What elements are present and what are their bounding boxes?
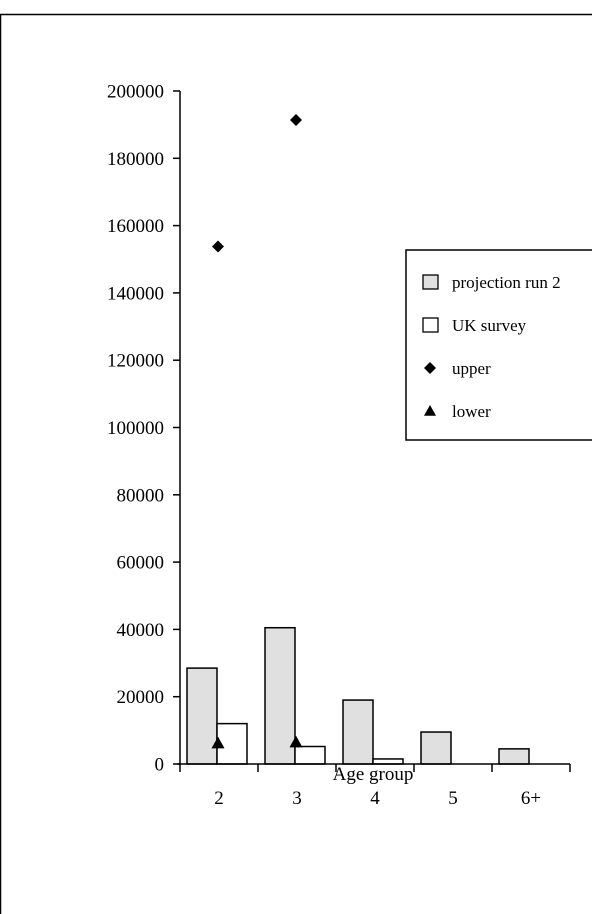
y-axis: 0 20000 40000 60000 80000 100000 120000 140000 1… [107, 82, 181, 776]
x-tick-label: 5 [448, 788, 458, 809]
bar [342, 699, 374, 765]
y-tick-label: 180000 [107, 149, 164, 170]
bar [186, 667, 218, 765]
y-tick-label: 140000 [107, 283, 164, 304]
plot-area [186, 113, 530, 765]
legend-items: projection run 2 UK survey upper lower [422, 273, 561, 421]
y-tick-label: 0 [155, 755, 165, 776]
legend-swatch [424, 362, 436, 374]
y-tick-label: 100000 [107, 418, 164, 439]
x-axis-title: Age group [333, 764, 414, 785]
triangle-marker [289, 735, 303, 748]
bar [498, 748, 530, 765]
legend: projection run 2 UK survey upper lower [405, 249, 592, 441]
triangle-marker [211, 736, 225, 749]
y-tick-label: 120000 [107, 351, 164, 372]
y-tick-label: 40000 [117, 620, 165, 641]
legend-label: upper [452, 359, 491, 378]
diamond-marker [290, 113, 302, 126]
chart-border [0, 13, 592, 914]
y-tick-label: 200000 [107, 82, 164, 103]
y-tick-label: 80000 [117, 485, 165, 506]
y-tick-label: 60000 [117, 553, 165, 574]
legend-label: projection run 2 [452, 273, 561, 292]
y-tick-label: 20000 [117, 687, 165, 708]
legend-label: UK survey [452, 316, 527, 335]
bar [264, 626, 296, 765]
legend-swatch [424, 405, 436, 416]
x-tick-label: 4 [370, 788, 380, 809]
x-tick-label: 3 [292, 788, 302, 809]
x-axis: 2 3 4 5 6+ [177, 763, 571, 809]
legend-label: lower [452, 402, 491, 421]
bar [294, 745, 326, 765]
diamond-marker [212, 240, 224, 253]
y-tick-label: 160000 [107, 216, 164, 237]
legend-swatch [422, 274, 439, 290]
legend-swatch [422, 317, 439, 333]
bar [420, 731, 452, 765]
x-tick-label: 2 [214, 788, 224, 809]
x-tick-label: 6+ [521, 788, 541, 809]
